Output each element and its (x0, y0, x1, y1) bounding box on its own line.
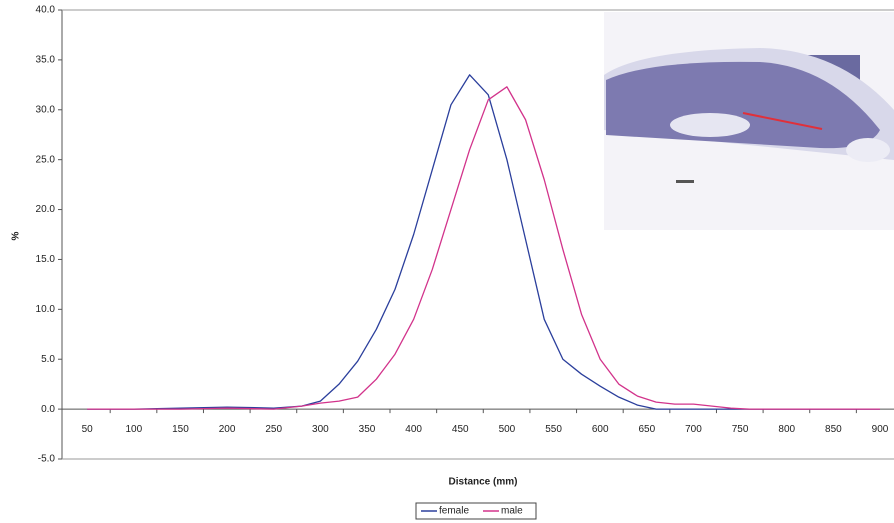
x-tick-label: 350 (359, 424, 376, 435)
x-tick-label: 150 (172, 424, 189, 435)
x-tick-label: 900 (872, 424, 889, 435)
photo-handle (676, 180, 694, 183)
inset-photo (604, 12, 894, 230)
x-tick-label: 550 (545, 424, 562, 435)
y-tick-label: 25.0 (36, 154, 56, 165)
photo-measure-arrow (742, 112, 823, 130)
photo-driver (670, 113, 750, 137)
x-tick-label: 50 (82, 424, 94, 435)
y-tick-label: 5.0 (41, 354, 55, 365)
legend-label: female (439, 506, 469, 517)
x-tick-label: 850 (825, 424, 842, 435)
y-tick-label: 20.0 (36, 204, 56, 215)
x-tick-label: 750 (732, 424, 749, 435)
y-tick-label: 0.0 (41, 404, 55, 415)
y-tick-label: 10.0 (36, 304, 56, 315)
x-tick-label: 650 (638, 424, 655, 435)
x-tick-label: 100 (125, 424, 142, 435)
legend-label: male (501, 506, 523, 517)
y-tick-label: 30.0 (36, 104, 56, 115)
y-tick-label: -5.0 (38, 454, 56, 465)
y-tick-label: 15.0 (36, 254, 56, 265)
y-axis-title: % (11, 231, 22, 240)
x-tick-label: 250 (265, 424, 282, 435)
x-tick-label: 300 (312, 424, 329, 435)
photo-wheel (846, 138, 890, 162)
legend-box (415, 502, 537, 520)
series-line (87, 86, 881, 410)
x-tick-label: 400 (405, 424, 422, 435)
x-tick-label: 800 (778, 424, 795, 435)
x-tick-label: 500 (499, 424, 516, 435)
x-tick-label: 450 (452, 424, 469, 435)
x-tick-label: 700 (685, 424, 702, 435)
x-tick-label: 600 (592, 424, 609, 435)
y-tick-label: 35.0 (36, 55, 56, 66)
x-axis-title: Distance (mm) (449, 477, 518, 488)
y-tick-label: 40.0 (36, 5, 56, 16)
x-tick-label: 200 (219, 424, 236, 435)
